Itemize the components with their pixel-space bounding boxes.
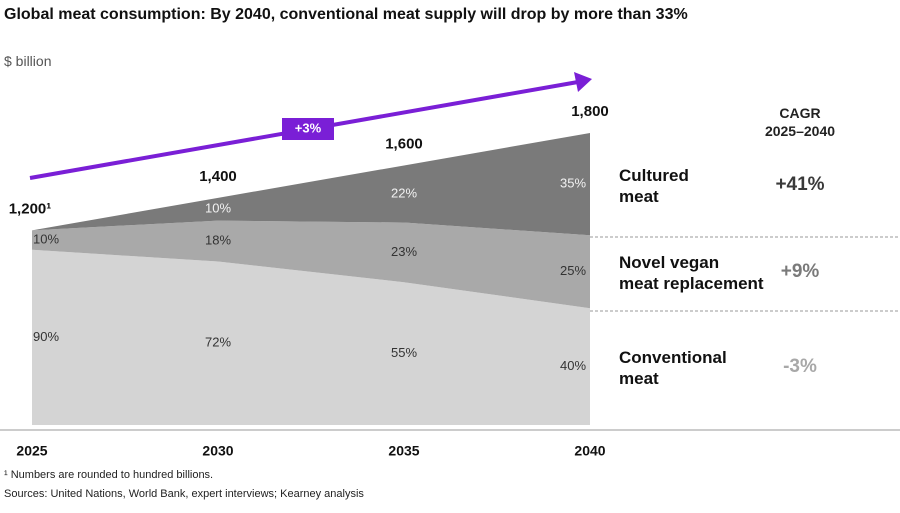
cagr-value: -3% [783,356,817,377]
arrow-head [574,72,592,92]
total-label: 1,800 [571,103,609,120]
area-segment [32,249,590,425]
x-tick-label: 2030 [202,443,233,459]
share-label: 10% [33,232,59,247]
total-label: 1,200¹ [9,200,52,217]
growth-badge [282,118,334,140]
cagr-header: CAGR 2025–2040 [764,105,836,139]
total-label: 1,400 [199,168,237,185]
share-label: 10% [205,201,231,216]
share-label: 55% [391,345,417,360]
share-label: 25% [560,263,586,278]
area-segment [32,220,590,309]
footnote: ¹ Numbers are rounded to hundred billion… [4,469,214,481]
share-label: 40% [560,358,586,373]
share-label: 90% [33,329,59,344]
source: Sources: United Nations, World Bank, exp… [4,488,364,500]
share-label: 35% [560,176,586,191]
share-label: 23% [391,244,417,259]
x-tick-label: 2035 [388,443,419,459]
area-segment [32,133,590,236]
cagr-value: +9% [780,261,820,282]
share-label: 72% [205,335,231,350]
growth-label: +3% [295,120,322,135]
share-label: 22% [391,185,417,200]
legend-label: Conventional meat [619,348,727,388]
x-tick-label: 2040 [574,443,605,459]
legend-label: Novel vegan meat replacement [619,253,764,293]
cagr-value: +41% [775,174,825,195]
chart-title: Global meat consumption: By 2040, conven… [4,6,688,23]
legend-label: Cultured meat [619,166,689,206]
total-label: 1,600 [385,135,423,152]
share-label: 18% [205,232,231,247]
x-tick-label: 2025 [16,443,47,459]
unit-label: $ billion [4,53,52,69]
